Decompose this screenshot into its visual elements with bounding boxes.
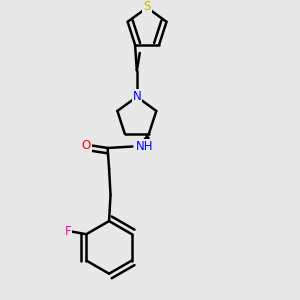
Text: F: F (64, 225, 71, 238)
Text: S: S (143, 0, 151, 13)
Text: N: N (133, 90, 141, 103)
Text: O: O (82, 139, 91, 152)
Text: NH: NH (136, 140, 154, 153)
